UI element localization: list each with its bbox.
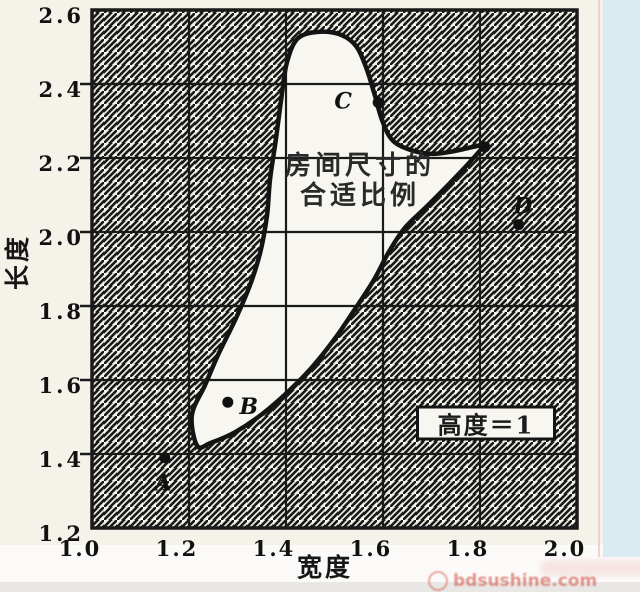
y-tick-label: 1.6 <box>38 373 84 398</box>
suitable-region-fill <box>191 31 483 448</box>
height-note-label: 高度＝1 <box>437 410 535 440</box>
y-tick-label: 2.4 <box>38 77 84 102</box>
data-point-C <box>372 97 384 108</box>
data-point-D <box>513 219 525 231</box>
watermark: bdsushine.com <box>428 570 640 592</box>
point-label-A: A <box>152 471 171 497</box>
region-annotation-line1: 房间尺寸的 <box>284 151 436 181</box>
region-annotation: 房间尺寸的 合适比例 <box>285 151 435 211</box>
bottom-gray-band <box>0 582 640 592</box>
region-annotation-line2: 合适比例 <box>299 181 421 211</box>
scan-smudge <box>540 560 640 576</box>
y-axis-title: 长度 <box>3 233 32 291</box>
height-note-box: 高度＝1 <box>416 405 556 441</box>
watermark-seal-icon <box>428 571 448 591</box>
y-tick-label: 2.6 <box>38 3 84 28</box>
y-tick-label: 2.2 <box>38 151 84 176</box>
y-tick-label: 1.4 <box>38 447 84 472</box>
region-tip-point <box>479 141 491 153</box>
x-axis-title: 宽度 <box>296 553 354 582</box>
suitable-region-outline <box>189 29 486 450</box>
watermark-text: bdsushine.com <box>453 571 598 591</box>
x-tick-label: 1.2 <box>156 536 199 561</box>
data-point-A <box>159 452 171 464</box>
y-tick-label: 2.0 <box>38 225 84 250</box>
scan-edge-strip <box>603 0 640 557</box>
plot-frame <box>90 8 579 530</box>
y-tick-label: 1.8 <box>38 299 84 324</box>
point-label-D: D <box>512 194 532 220</box>
x-tick-label: 2.0 <box>544 536 587 561</box>
x-tick-label: 1.4 <box>253 536 296 561</box>
x-tick-label: 1.0 <box>59 536 102 561</box>
x-tick-label: 1.8 <box>447 536 490 561</box>
y-tick-label: 1.2 <box>38 521 84 546</box>
point-label-C: C <box>334 89 352 115</box>
data-point-B <box>222 396 234 408</box>
x-tick-label: 1.6 <box>350 536 393 561</box>
point-label-B: B <box>238 394 258 420</box>
scan-edge-line <box>598 0 600 557</box>
